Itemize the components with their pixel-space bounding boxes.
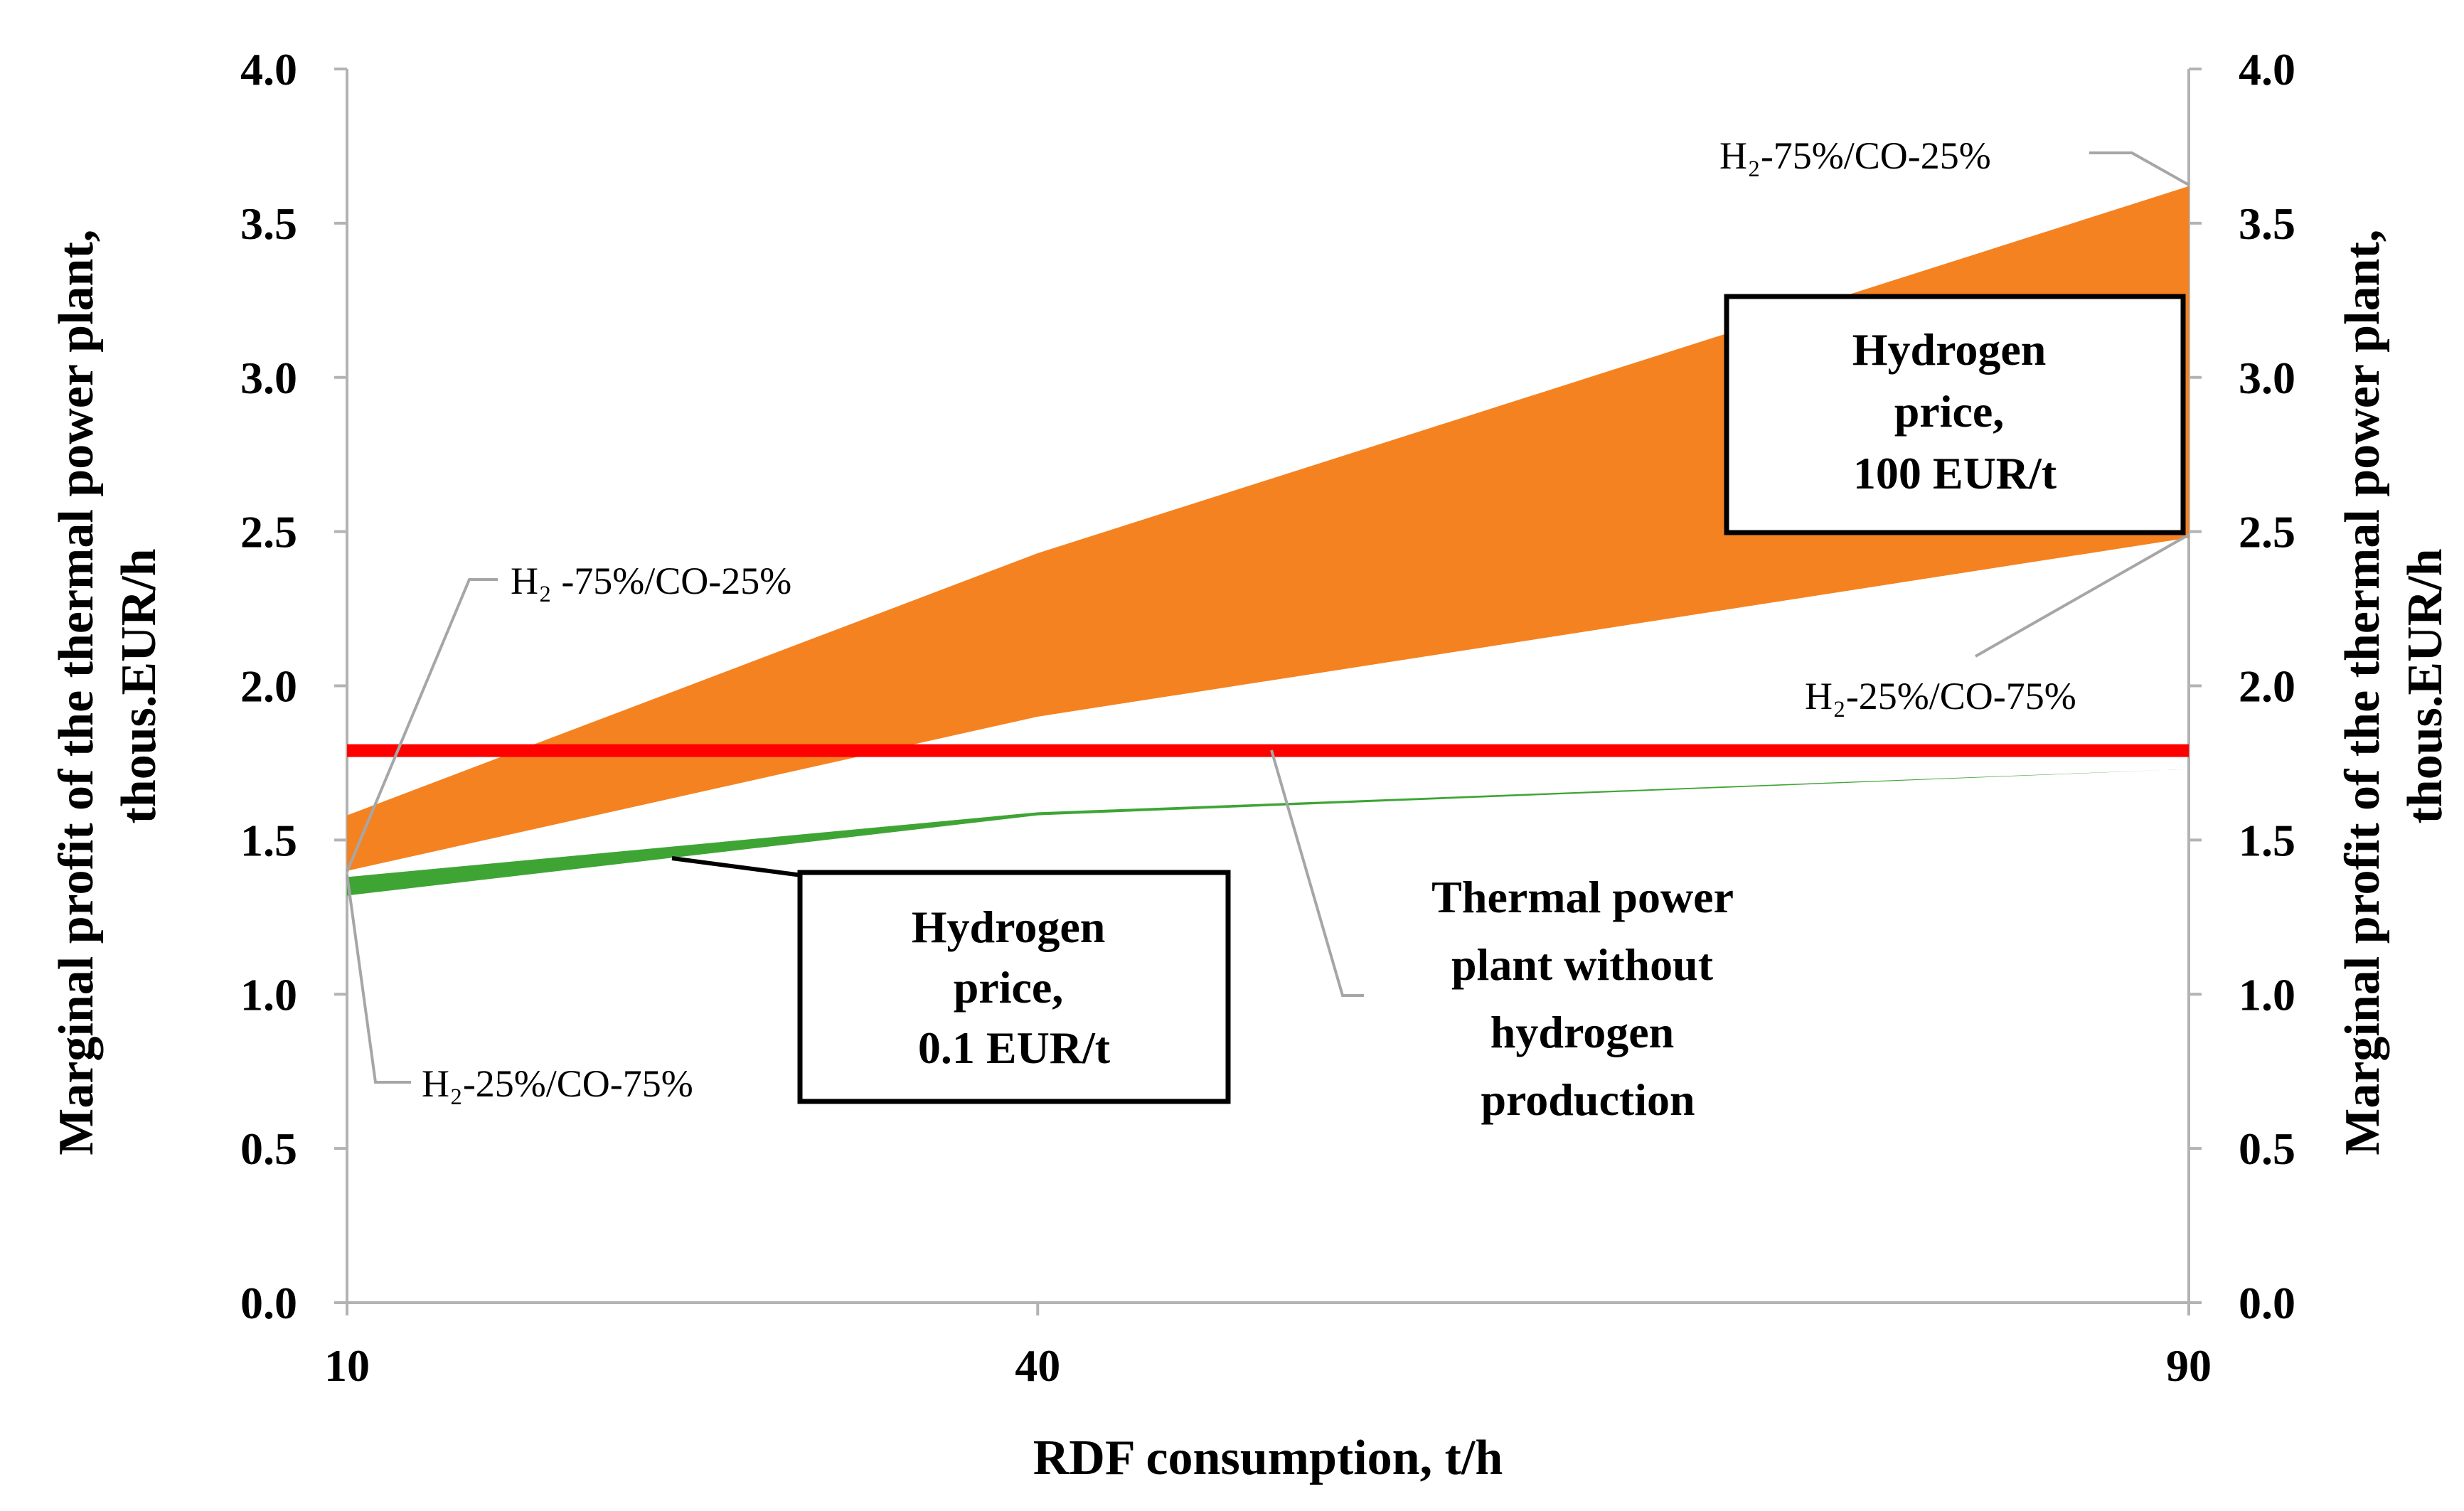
box-100-eur [1724, 294, 2186, 535]
box-100-eur-text: Hydrogen price, 100 EUR/t [1852, 324, 2058, 498]
right-axis-title-line2: thous.EUR/h [2398, 548, 2453, 823]
x-tick-label: 90 [2166, 1340, 2212, 1391]
baseline-label: Thermal power plant without hydrogen pro… [1431, 872, 1744, 1125]
annotation-top-right: H₂-75%/CO-25% [1719, 134, 1991, 177]
left-tick-label: 2.5 [240, 507, 297, 557]
right-tick-label: 0.5 [2239, 1123, 2295, 1174]
leader-right-low [1975, 533, 2190, 658]
left-axis-title-line2: thous.EUR/h [112, 548, 166, 823]
annotation-left-low: H₂-25%/CO-75% [422, 1062, 693, 1105]
right-tick-label: 3.5 [2239, 198, 2295, 249]
leader-box-01 [671, 856, 808, 878]
annotation-left-high: H₂ -75%/CO-25% [511, 560, 791, 602]
leader-left-high [346, 578, 498, 872]
left-tick-label: 3.0 [240, 353, 297, 403]
leader-top-right [2089, 151, 2190, 186]
leader-baseline [1270, 749, 1364, 997]
left-tick-label: 0.5 [240, 1123, 297, 1174]
right-tick-label: 3.0 [2239, 353, 2295, 403]
right-axis-title-line1: Marginal profit of the thermal power pla… [2335, 230, 2390, 1155]
left-axis-title: Marginal profit of the thermal power pla… [49, 217, 166, 1155]
x-tick-label: 40 [1015, 1340, 1060, 1391]
box-0-1-eur-text: Hydrogen price, 0.1 EUR/t [912, 902, 1117, 1073]
right-tick-label: 4.0 [2239, 44, 2295, 95]
box-0-1-eur [797, 870, 1231, 1104]
right-tick-label: 2.0 [2239, 661, 2295, 712]
left-tick-label: 4.0 [240, 44, 297, 95]
right-tick-label: 2.5 [2239, 507, 2295, 557]
left-tick-label: 1.5 [240, 815, 297, 865]
left-axis-title-line1: Marginal profit of the thermal power pla… [49, 230, 104, 1155]
left-tick-label: 0.0 [240, 1278, 297, 1328]
right-tick-label: 1.5 [2239, 815, 2295, 865]
left-tick-label: 3.5 [240, 198, 297, 249]
x-tick-label: 10 [324, 1340, 370, 1391]
left-tick-label: 2.0 [240, 661, 297, 712]
x-axis-title: RDF consumption, t/h [1033, 1431, 1503, 1485]
left-tick-label: 1.0 [240, 969, 297, 1020]
right-tick-label: 0.0 [2239, 1278, 2295, 1328]
leader-left-low [346, 874, 411, 1084]
leader-lines [346, 151, 2190, 1084]
right-axis-title: Marginal profit of the thermal power pla… [2335, 217, 2453, 1155]
right-tick-label: 1.0 [2239, 969, 2295, 1020]
annotation-right-low: H₂-25%/CO-75% [1805, 675, 2076, 717]
